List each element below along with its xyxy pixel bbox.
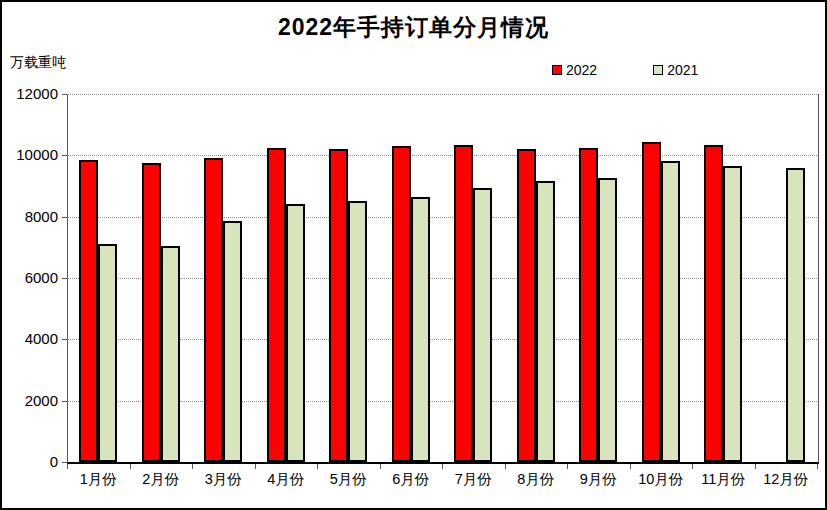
y-axis-label: 6000 — [2, 269, 58, 286]
x-axis-category-label: 7月份 — [442, 470, 505, 489]
x-axis-category-label: 9月份 — [567, 470, 630, 489]
y-axis-label: 2000 — [2, 392, 58, 409]
y-axis-tick — [62, 401, 67, 402]
x-axis-category-label: 11月份 — [692, 470, 755, 489]
x-axis-tick — [67, 464, 68, 469]
x-axis-tick — [630, 464, 631, 469]
y-axis-tick — [62, 339, 67, 340]
bar-2022-11月份 — [704, 145, 723, 462]
chart-canvas: 2022年手持订单分月情况 万载重吨 2022 2021 02000400060… — [0, 0, 827, 510]
x-axis-tick — [755, 464, 756, 469]
bar-2022-5月份 — [329, 149, 348, 462]
y-axis-label: 4000 — [2, 330, 58, 347]
y-axis-label: 0 — [2, 453, 58, 470]
bar-2021-3月份 — [223, 221, 242, 462]
x-axis-category-label: 12月份 — [755, 470, 818, 489]
y-axis-label: 8000 — [2, 208, 58, 225]
bar-2021-10月份 — [661, 161, 680, 462]
bar-2021-9月份 — [598, 178, 617, 462]
y-axis-label: 12000 — [2, 85, 58, 102]
bar-2022-4月份 — [267, 148, 286, 462]
x-axis-category-label: 5月份 — [317, 470, 380, 489]
bar-2022-7月份 — [454, 145, 473, 462]
y-axis-tick — [62, 278, 67, 279]
x-axis-tick — [255, 464, 256, 469]
bar-2021-11月份 — [723, 166, 742, 462]
x-axis-category-label: 8月份 — [505, 470, 568, 489]
x-axis-tick — [817, 464, 818, 469]
x-axis-category-label: 10月份 — [630, 470, 693, 489]
plot-area: 0 2000 4000 6000 8000 10000 12000 1月份2月份3月份4月份5… — [2, 2, 825, 508]
bar-2022-6月份 — [392, 146, 411, 462]
y-axis-tick — [62, 462, 67, 463]
y-axis-tick — [62, 94, 67, 95]
x-axis-tick — [692, 464, 693, 469]
bar-2022-8月份 — [517, 149, 536, 462]
gridline-12000 — [67, 94, 817, 95]
x-axis-category-label: 2月份 — [130, 470, 193, 489]
x-axis-tick — [505, 464, 506, 469]
y-axis-label: 10000 — [2, 146, 58, 163]
y-axis-tick — [62, 217, 67, 218]
bar-2021-8月份 — [536, 181, 555, 462]
bar-2022-3月份 — [204, 158, 223, 462]
bar-2022-2月份 — [142, 163, 161, 462]
x-axis-tick — [192, 464, 193, 469]
bar-2021-1月份 — [98, 244, 117, 462]
bar-2021-4月份 — [286, 204, 305, 462]
y-axis-tick — [62, 155, 67, 156]
x-axis-category-label: 6月份 — [380, 470, 443, 489]
bar-2022-1月份 — [79, 160, 98, 462]
x-axis-category-label: 1月份 — [67, 470, 130, 489]
x-axis-tick — [317, 464, 318, 469]
bar-2022-9月份 — [579, 148, 598, 462]
x-axis-tick — [130, 464, 131, 469]
bar-2021-12月份 — [786, 168, 805, 462]
x-axis-category-label: 3月份 — [192, 470, 255, 489]
x-axis-category-label: 4月份 — [255, 470, 318, 489]
bar-2021-2月份 — [161, 246, 180, 462]
bar-2021-7月份 — [473, 188, 492, 462]
x-axis-tick — [380, 464, 381, 469]
bar-2022-10月份 — [642, 142, 661, 462]
bar-2021-6月份 — [411, 197, 430, 462]
bar-2021-5月份 — [348, 201, 367, 462]
x-axis-tick — [567, 464, 568, 469]
x-axis-tick — [442, 464, 443, 469]
